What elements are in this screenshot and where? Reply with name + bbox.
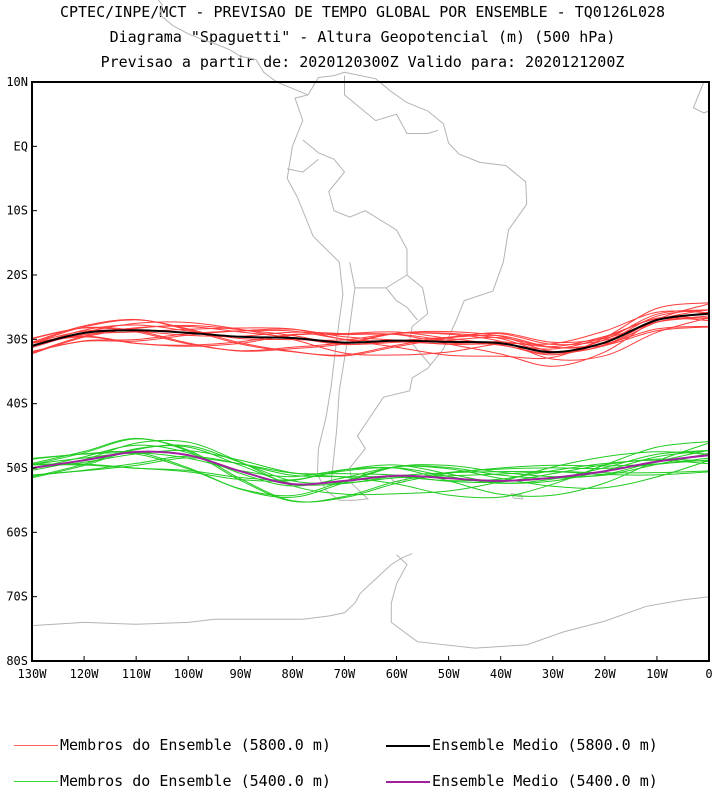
lat-tick-label: 10S xyxy=(6,204,28,218)
legend-swatch-members-5800 xyxy=(14,745,58,746)
lat-tick-label: 30S xyxy=(6,332,28,346)
lon-tick-label: 130W xyxy=(18,667,48,681)
legend-swatch-mean-5800 xyxy=(386,744,430,747)
map-frame xyxy=(31,81,710,662)
lon-tick-label: 80W xyxy=(282,667,304,681)
mean-contour-5800 xyxy=(31,312,710,354)
coast-antarctica-west xyxy=(31,553,413,627)
lat-tick-label: 70S xyxy=(6,590,28,604)
legend-label-mean-5800: Ensemble Medio (5800.0 m) xyxy=(432,736,658,754)
country-border xyxy=(344,75,439,134)
coast-central-america xyxy=(157,0,309,96)
coast-africa xyxy=(692,81,710,114)
country-border xyxy=(330,287,356,481)
lat-tick-label: 10N xyxy=(6,75,28,89)
legend-item-mean-5800: Ensemble Medio (5800.0 m) xyxy=(386,736,658,754)
lon-tick-label: 120W xyxy=(70,667,100,681)
coastlines xyxy=(31,0,710,649)
legend-swatch-members-5400 xyxy=(14,781,58,782)
lat-tick-label: 20S xyxy=(6,268,28,282)
member-contour-5400 xyxy=(31,444,710,489)
lat-tick-label: 80S xyxy=(6,654,28,668)
lon-tick-label: 90W xyxy=(229,667,251,681)
lon-tick-label: 50W xyxy=(438,667,460,681)
legend-swatch-mean-5400 xyxy=(386,780,430,783)
legend-item-members-5800: Membros do Ensemble (5800.0 m) xyxy=(14,736,331,754)
country-border xyxy=(287,158,319,173)
mean-contour-5400 xyxy=(31,450,710,486)
country-border xyxy=(385,287,418,321)
member-contour-5400 xyxy=(31,439,710,496)
legend-label-mean-5400: Ensemble Medio (5400.0 m) xyxy=(432,772,658,790)
legend-item-mean-5400: Ensemble Medio (5400.0 m) xyxy=(386,772,658,790)
member-contour-5400 xyxy=(31,455,710,482)
map-title-line-1: CPTEC/INPE/MCT - PREVISAO DE TEMPO GLOBA… xyxy=(59,3,666,21)
lon-tick-label: 40W xyxy=(490,667,512,681)
member-contour-5400 xyxy=(31,438,710,503)
map-background xyxy=(32,82,709,661)
legend-label-members-5800: Membros do Ensemble (5800.0 m) xyxy=(60,736,331,754)
lon-tick-label: 110W xyxy=(122,667,152,681)
legend-label-members-5400: Membros do Ensemble (5400.0 m) xyxy=(60,772,331,790)
lat-tick-label: EQ xyxy=(14,139,28,153)
country-border xyxy=(349,262,408,289)
lon-tick-label: 100W xyxy=(174,667,204,681)
map-title-line-3: Previsao a partir de: 2020120300Z Valido… xyxy=(100,53,625,71)
lat-tick-label: 40S xyxy=(6,397,28,411)
lon-tick-label: 0 xyxy=(705,667,712,681)
lon-tick-label: 20W xyxy=(594,667,616,681)
member-contour-5800 xyxy=(31,317,710,361)
contour-lines xyxy=(31,302,710,503)
member-contour-5400 xyxy=(31,457,710,484)
lon-tick-label: 10W xyxy=(646,667,668,681)
lat-tick-label: 50S xyxy=(6,461,28,475)
country-border xyxy=(302,139,431,366)
lon-tick-label: 70W xyxy=(334,667,356,681)
member-contour-5800 xyxy=(31,316,710,352)
coast-south-georgia xyxy=(510,493,524,500)
map-title-line-2: Diagrama "Spaguetti" - Altura Geopotenci… xyxy=(109,28,616,46)
coast-south-america xyxy=(286,71,528,501)
lat-tick-label: 60S xyxy=(6,525,28,539)
member-contour-5400 xyxy=(31,449,710,497)
coast-antarctica-east xyxy=(390,554,710,649)
lon-tick-label: 60W xyxy=(386,667,408,681)
member-contour-5800 xyxy=(31,317,710,353)
legend-item-members-5400: Membros do Ensemble (5400.0 m) xyxy=(14,772,331,790)
lon-tick-label: 30W xyxy=(542,667,564,681)
member-contour-5800 xyxy=(31,310,710,356)
